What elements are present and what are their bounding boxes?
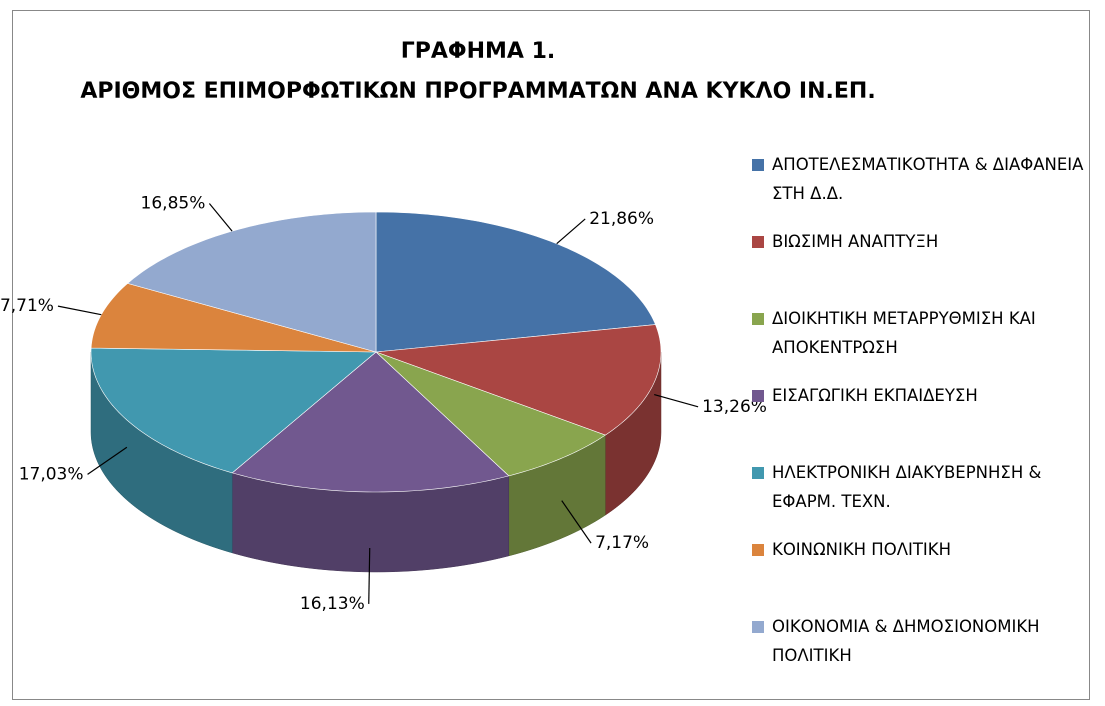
chart-frame bbox=[12, 10, 1090, 700]
legend-item: ΔΙΟΙΚΗΤΙΚΗ ΜΕΤΑΡΡΥΘΜΙΣΗ ΚΑΙ ΑΠΟΚΕΝΤΡΩΣΗ bbox=[752, 304, 1087, 381]
legend-swatch bbox=[752, 544, 764, 556]
legend-label: ΟΙΚΟΝΟΜΙΑ & ΔΗΜΟΣΙΟΝΟΜΙΚΗ ΠΟΛΙΤΙΚΗ bbox=[772, 617, 1040, 665]
pie-slice bbox=[90, 347, 377, 554]
legend-swatch bbox=[752, 467, 764, 479]
legend-label: ΑΠΟΤΕΛΕΣΜΑΤΙΚΟΤΗΤΑ & ΔΙΑΦΑΝΕΙΑ ΣΤΗ Δ.Δ. bbox=[772, 155, 1084, 203]
legend-label: ΚΟΙΝΩΝΙΚΗ ΠΟΛΙΤΙΚΗ bbox=[772, 540, 952, 559]
data-label: 7,17% bbox=[595, 533, 649, 553]
data-label: 21,86% bbox=[589, 209, 654, 229]
leader-line bbox=[556, 218, 586, 245]
pie-slice bbox=[375, 351, 607, 557]
legend-swatch bbox=[752, 159, 764, 171]
pie-top bbox=[375, 351, 607, 477]
legend-label: ΔΙΟΙΚΗΤΙΚΗ ΜΕΤΑΡΡΥΘΜΙΣΗ ΚΑΙ ΑΠΟΚΕΝΤΡΩΣΗ bbox=[772, 309, 1036, 357]
legend-item: ΕΙΣΑΓΩΓΙΚΗ ΕΚΠΑΙΔΕΥΣΗ bbox=[752, 381, 1087, 458]
pie-top bbox=[126, 211, 377, 353]
leader-line bbox=[87, 446, 128, 475]
legend: ΑΠΟΤΕΛΕΣΜΑΤΙΚΟΤΗΤΑ & ΔΙΑΦΑΝΕΙΑ ΣΤΗ Δ.Δ. Β… bbox=[752, 150, 1087, 689]
pie-top bbox=[90, 347, 377, 474]
pie-slice bbox=[90, 283, 377, 353]
pie-top bbox=[375, 211, 656, 353]
data-label: 7,71% bbox=[0, 296, 54, 316]
legend-item: ΟΙΚΟΝΟΜΙΑ & ΔΗΜΟΣΙΟΝΟΜΙΚΗ ΠΟΛΙΤΙΚΗ bbox=[752, 612, 1087, 689]
data-label: 13,26% bbox=[702, 397, 767, 417]
legend-swatch bbox=[752, 236, 764, 248]
pie-slice bbox=[231, 351, 510, 573]
legend-item: ΚΟΙΝΩΝΙΚΗ ΠΟΛΙΤΙΚΗ bbox=[752, 535, 1087, 612]
legend-item: ΒΙΩΣΙΜΗ ΑΝΑΠΤΥΞΗ bbox=[752, 227, 1087, 304]
data-label: 16,13% bbox=[300, 594, 365, 614]
legend-item: ΑΠΟΤΕΛΕΣΜΑΤΙΚΟΤΗΤΑ & ΔΙΑΦΑΝΕΙΑ ΣΤΗ Δ.Δ. bbox=[752, 150, 1087, 227]
pie-top bbox=[375, 324, 662, 436]
legend-label: ΕΙΣΑΓΩΓΙΚΗ ΕΚΠΑΙΔΕΥΣΗ bbox=[772, 386, 978, 405]
leader-line bbox=[57, 305, 102, 316]
chart-subtitle: ΑΡΙΘΜΟΣ ΕΠΙΜΟΡΦΩΤΙΚΩΝ ΠΡΟΓΡΑΜΜΑΤΩΝ ΑΝΑ Κ… bbox=[80, 79, 875, 104]
pie-slice bbox=[375, 211, 656, 353]
data-label: 17,03% bbox=[19, 464, 84, 484]
pie-top bbox=[231, 351, 510, 493]
legend-swatch bbox=[752, 390, 764, 402]
leader-line bbox=[368, 547, 371, 604]
legend-label: ΗΛΕΚΤΡΟΝΙΚΗ ΔΙΑΚΥΒΕΡΝΗΣΗ & ΕΦΑΡΜ. ΤΕΧΝ. bbox=[772, 463, 1042, 511]
data-label: 16,85% bbox=[141, 194, 206, 214]
leader-line bbox=[654, 394, 699, 408]
pie-slice bbox=[126, 211, 377, 353]
legend-swatch bbox=[752, 313, 764, 325]
legend-swatch bbox=[752, 621, 764, 633]
pie-top bbox=[90, 283, 377, 353]
leader-line bbox=[561, 500, 592, 544]
legend-item: ΗΛΕΚΤΡΟΝΙΚΗ ΔΙΑΚΥΒΕΡΝΗΣΗ & ΕΦΑΡΜ. ΤΕΧΝ. bbox=[752, 458, 1087, 535]
legend-label: ΒΙΩΣΙΜΗ ΑΝΑΠΤΥΞΗ bbox=[772, 232, 939, 251]
leader-line bbox=[208, 203, 233, 232]
chart-title: ΓΡΑΦΗΜΑ 1. bbox=[401, 39, 556, 64]
